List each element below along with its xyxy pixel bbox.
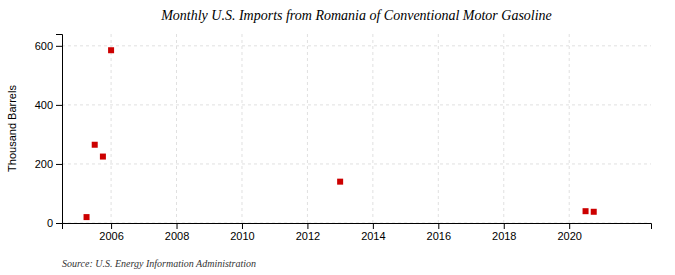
plot-area: 2006 2008 2010 2012 2014 2016 2018 2020 0 200 400 6… <box>35 34 652 242</box>
x-tick-label: 2014 <box>361 230 385 242</box>
x-axis-line <box>63 224 652 230</box>
point <box>100 154 106 160</box>
point <box>92 142 98 148</box>
x-tick: 2008 <box>165 223 189 242</box>
y-axis-title: Thousand Barrels <box>6 85 18 172</box>
grid-line-x <box>372 34 373 223</box>
y-tick-label: 400 <box>35 99 53 111</box>
x-tick-label: 2010 <box>230 230 254 242</box>
grid-line-x <box>569 34 570 223</box>
x-axis: 2006 2008 2010 2012 2014 2016 2018 2020 <box>63 223 652 242</box>
grid-line-x <box>176 34 177 223</box>
grid-line-y <box>62 45 651 46</box>
point <box>84 214 90 220</box>
grid-line-y <box>62 104 651 105</box>
x-tick: 2012 <box>296 223 320 242</box>
grid <box>62 34 651 223</box>
x-tick-label: 2012 <box>296 230 320 242</box>
x-tick-label: 2016 <box>427 230 451 242</box>
x-tick-mark <box>504 223 505 229</box>
y-tick: 0 <box>47 217 62 229</box>
point <box>108 47 114 53</box>
source-note: Source: U.S. Energy Information Administ… <box>62 258 256 269</box>
grid-line-x <box>307 34 308 223</box>
x-tick-label: 2008 <box>165 230 189 242</box>
point <box>583 208 589 214</box>
points <box>84 47 597 220</box>
x-tick-mark <box>177 223 178 229</box>
x-tick-mark <box>242 223 243 229</box>
x-tick-label: 2006 <box>99 230 123 242</box>
x-tick-mark <box>111 223 112 229</box>
y-tick-mark <box>56 223 62 224</box>
point <box>591 209 597 215</box>
y-axis-line <box>56 35 63 224</box>
x-tick-mark <box>438 223 439 229</box>
y-tick-mark <box>56 105 62 106</box>
x-tick: 2014 <box>361 223 385 242</box>
x-tick: 2018 <box>492 223 516 242</box>
title: Monthly U.S. Imports from Romania of Con… <box>160 8 552 23</box>
x-tick: 2010 <box>230 223 254 242</box>
y-tick-label: 200 <box>35 158 53 170</box>
x-tick-mark <box>373 223 374 229</box>
x-tick-mark <box>569 223 570 229</box>
chart: 2006 2008 2010 2012 2014 2016 2018 2020 0 200 400 6… <box>0 0 675 275</box>
y-axis: 0 200 400 600 <box>35 35 63 230</box>
y-tick-mark <box>56 46 62 47</box>
x-tick-label: 2020 <box>557 230 581 242</box>
y-tick: 600 <box>35 40 62 52</box>
x-tick-label: 2018 <box>492 230 516 242</box>
y-tick-label: 0 <box>47 217 53 229</box>
x-tick: 2020 <box>557 223 581 242</box>
grid-line-x <box>438 34 439 223</box>
y-tick: 400 <box>35 99 62 111</box>
x-tick-mark <box>307 223 308 229</box>
grid-line-x <box>503 34 504 223</box>
grid-line-x <box>111 34 112 223</box>
y-tick-mark <box>56 164 62 165</box>
grid-line-y <box>62 163 651 164</box>
y-tick-label: 600 <box>35 40 53 52</box>
y-tick: 200 <box>35 158 62 170</box>
x-tick: 2016 <box>427 223 451 242</box>
grid-line-x <box>241 34 242 223</box>
point <box>337 179 343 185</box>
x-tick: 2006 <box>99 223 123 242</box>
